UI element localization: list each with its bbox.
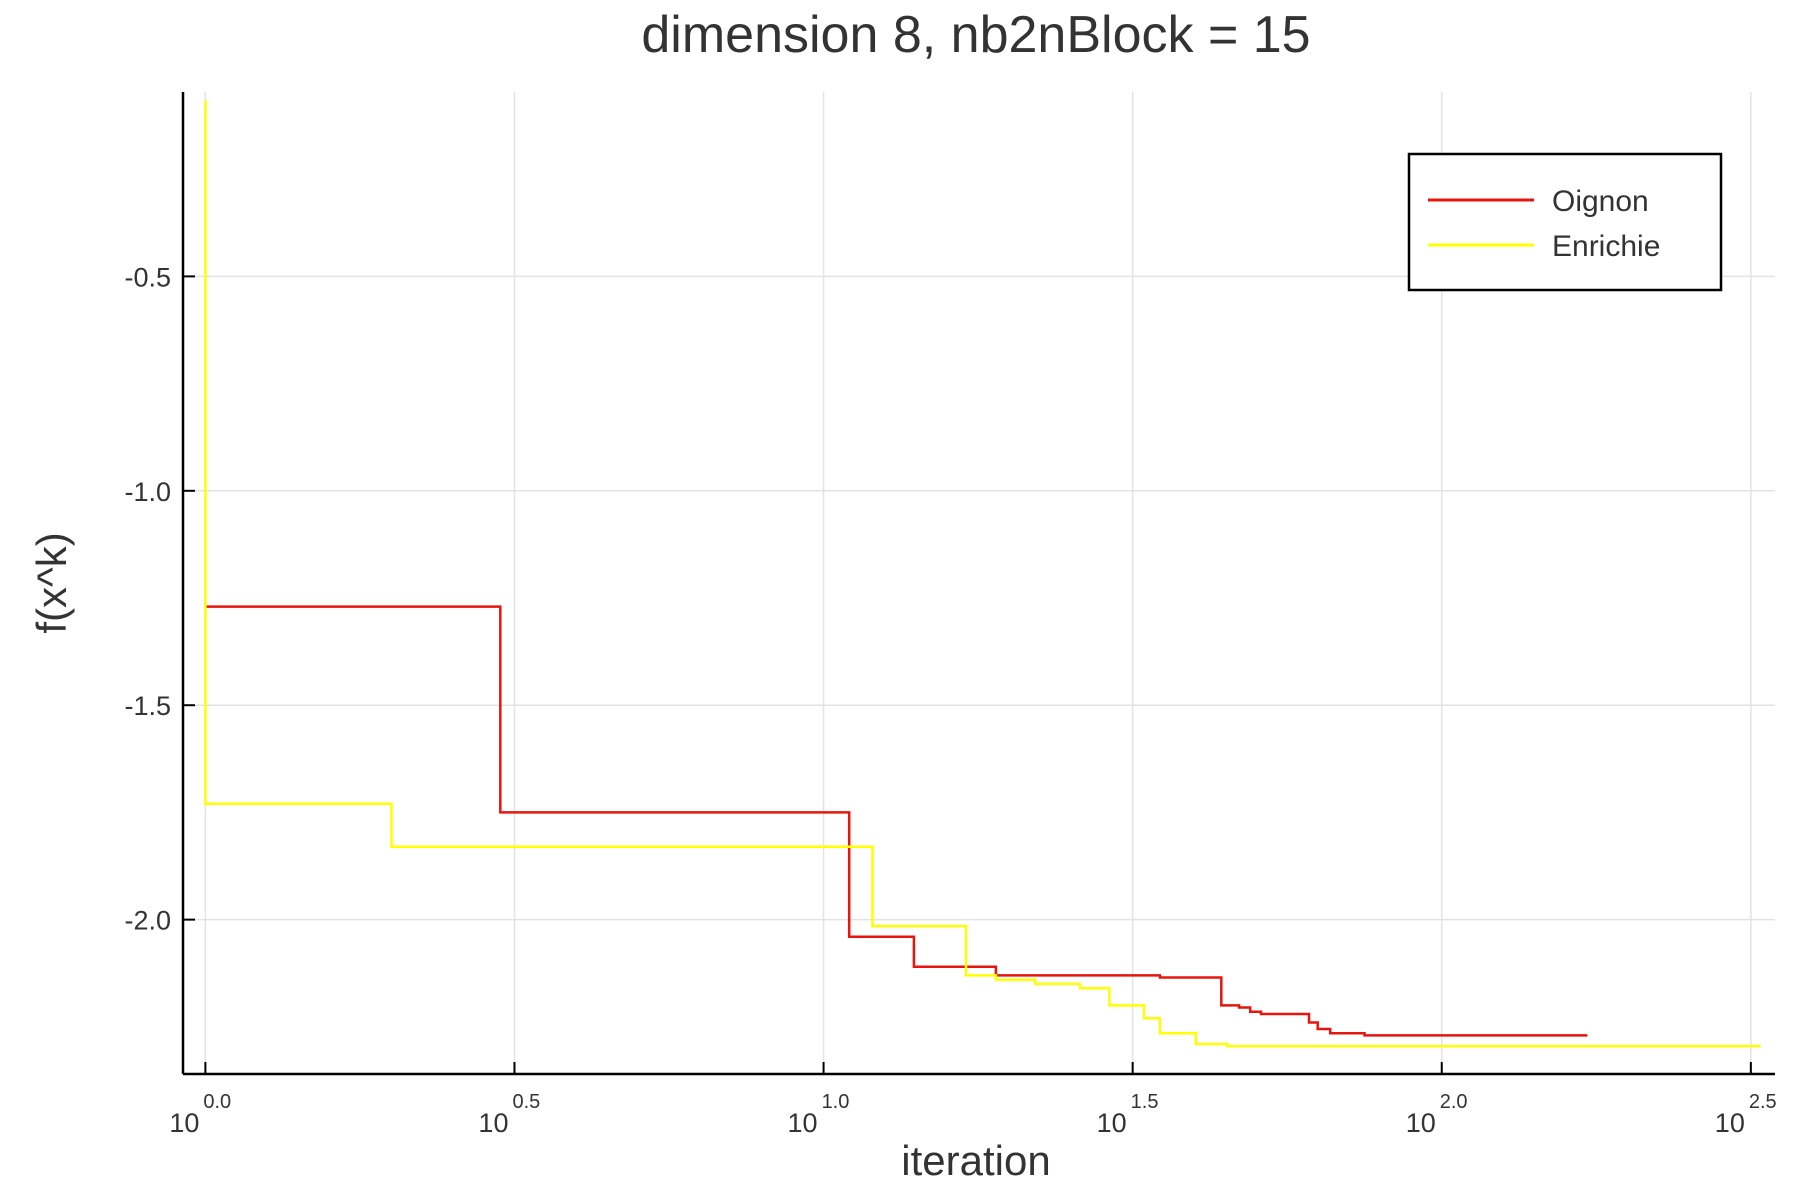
x-tick-base: 10 xyxy=(1406,1108,1436,1138)
y-tick-label: -2.0 xyxy=(124,906,171,936)
x-tick-base: 10 xyxy=(788,1108,818,1138)
x-tick-exponent: 0.5 xyxy=(512,1091,540,1113)
legend: Oignon Enrichie xyxy=(1407,152,1723,292)
x-tick-exponent: 2.0 xyxy=(1440,1091,1468,1113)
x-tick-exponent: 1.5 xyxy=(1131,1091,1159,1113)
legend-label-oignon: Oignon xyxy=(1552,185,1649,218)
x-tick-base: 10 xyxy=(478,1108,508,1138)
x-axis-title: iteration xyxy=(901,1137,1050,1184)
x-tick-base: 10 xyxy=(169,1108,199,1138)
series-line-oignon xyxy=(205,605,1588,1037)
x-tick-exponent: 0.0 xyxy=(203,1091,231,1113)
axes xyxy=(181,92,1775,1076)
y-axis-title: f(x^k) xyxy=(28,532,75,633)
y-tick-label: -1.0 xyxy=(124,477,171,507)
legend-label-enrichie: Enrichie xyxy=(1552,230,1660,263)
chart-title: dimension 8, nb2nBlock = 15 xyxy=(641,6,1310,64)
x-tick-exponent: 1.0 xyxy=(822,1091,850,1113)
y-tick-label: -1.5 xyxy=(124,691,171,721)
series-line-enrichie xyxy=(204,100,1761,1048)
legend-box xyxy=(1407,152,1723,292)
series-layer xyxy=(204,100,1761,1048)
x-tick-base: 10 xyxy=(1097,1108,1127,1138)
y-tick-label: -0.5 xyxy=(124,262,171,292)
tick-labels: 100.0100.5101.0101.5102.0102.5-0.5-1.0-1… xyxy=(124,262,1776,1138)
x-tick-base: 10 xyxy=(1715,1108,1745,1138)
x-tick-exponent: 2.5 xyxy=(1749,1091,1777,1113)
